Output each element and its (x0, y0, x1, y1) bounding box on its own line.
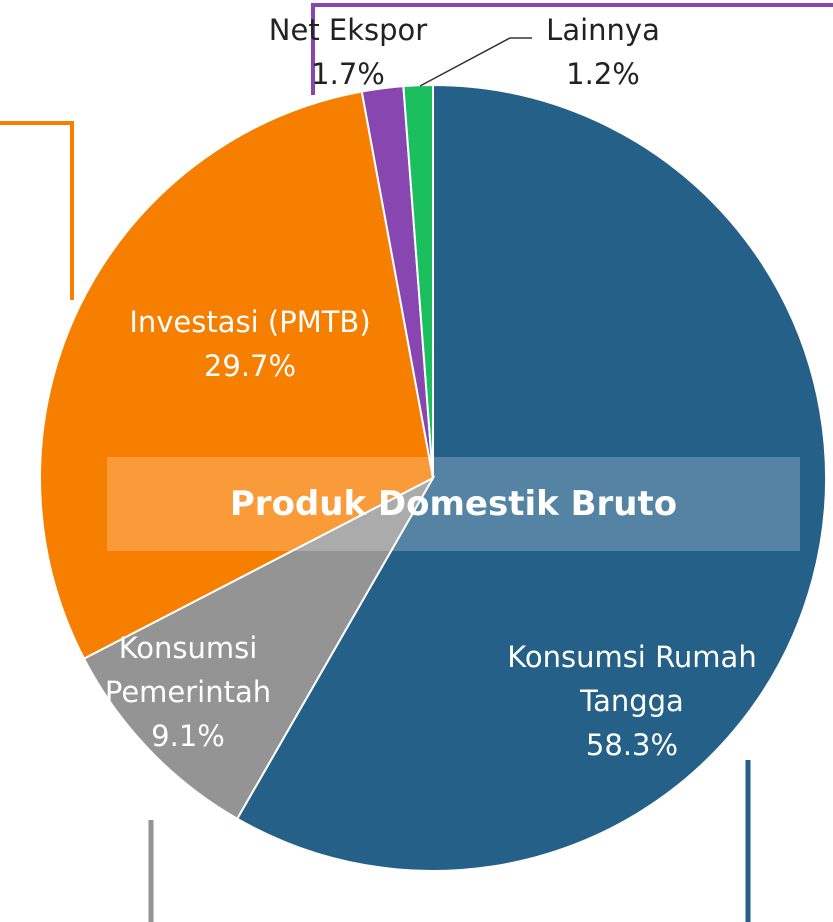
leader-line (419, 37, 532, 87)
category-label: Konsumsi Rumah Tangga (507, 640, 757, 718)
value-label: 1.7% (311, 57, 385, 91)
value-label: 9.1% (151, 719, 225, 753)
slice-label: Lainnya 1.2% (503, 8, 703, 96)
decor-line (0, 121, 74, 300)
slice-label: Konsumsi Rumah Tangga 58.3% (467, 635, 797, 767)
value-label: 1.2% (566, 57, 640, 91)
slice-label: Investasi (PMTB) 29.7% (80, 300, 420, 388)
slices (39, 83, 827, 872)
title-banner (107, 457, 800, 551)
category-label: Lainnya (546, 13, 660, 47)
category-label: Investasi (PMTB) (129, 305, 371, 339)
value-label: 29.7% (203, 349, 297, 383)
pie-slice (39, 90, 435, 660)
slice-label: Konsumsi Pemerintah 9.1% (73, 626, 303, 758)
category-label: Konsumsi Pemerintah (104, 631, 272, 709)
category-label: Net Ekspor (268, 13, 428, 47)
chart-title: Produk Domestik Bruto (229, 484, 678, 524)
value-label: 58.3% (585, 728, 679, 762)
pie-slice (82, 475, 436, 821)
decor-line (311, 3, 833, 95)
pie-slice (402, 83, 434, 479)
slice-label: Net Ekspor 1.7% (248, 8, 448, 96)
pie-slice (235, 83, 827, 872)
